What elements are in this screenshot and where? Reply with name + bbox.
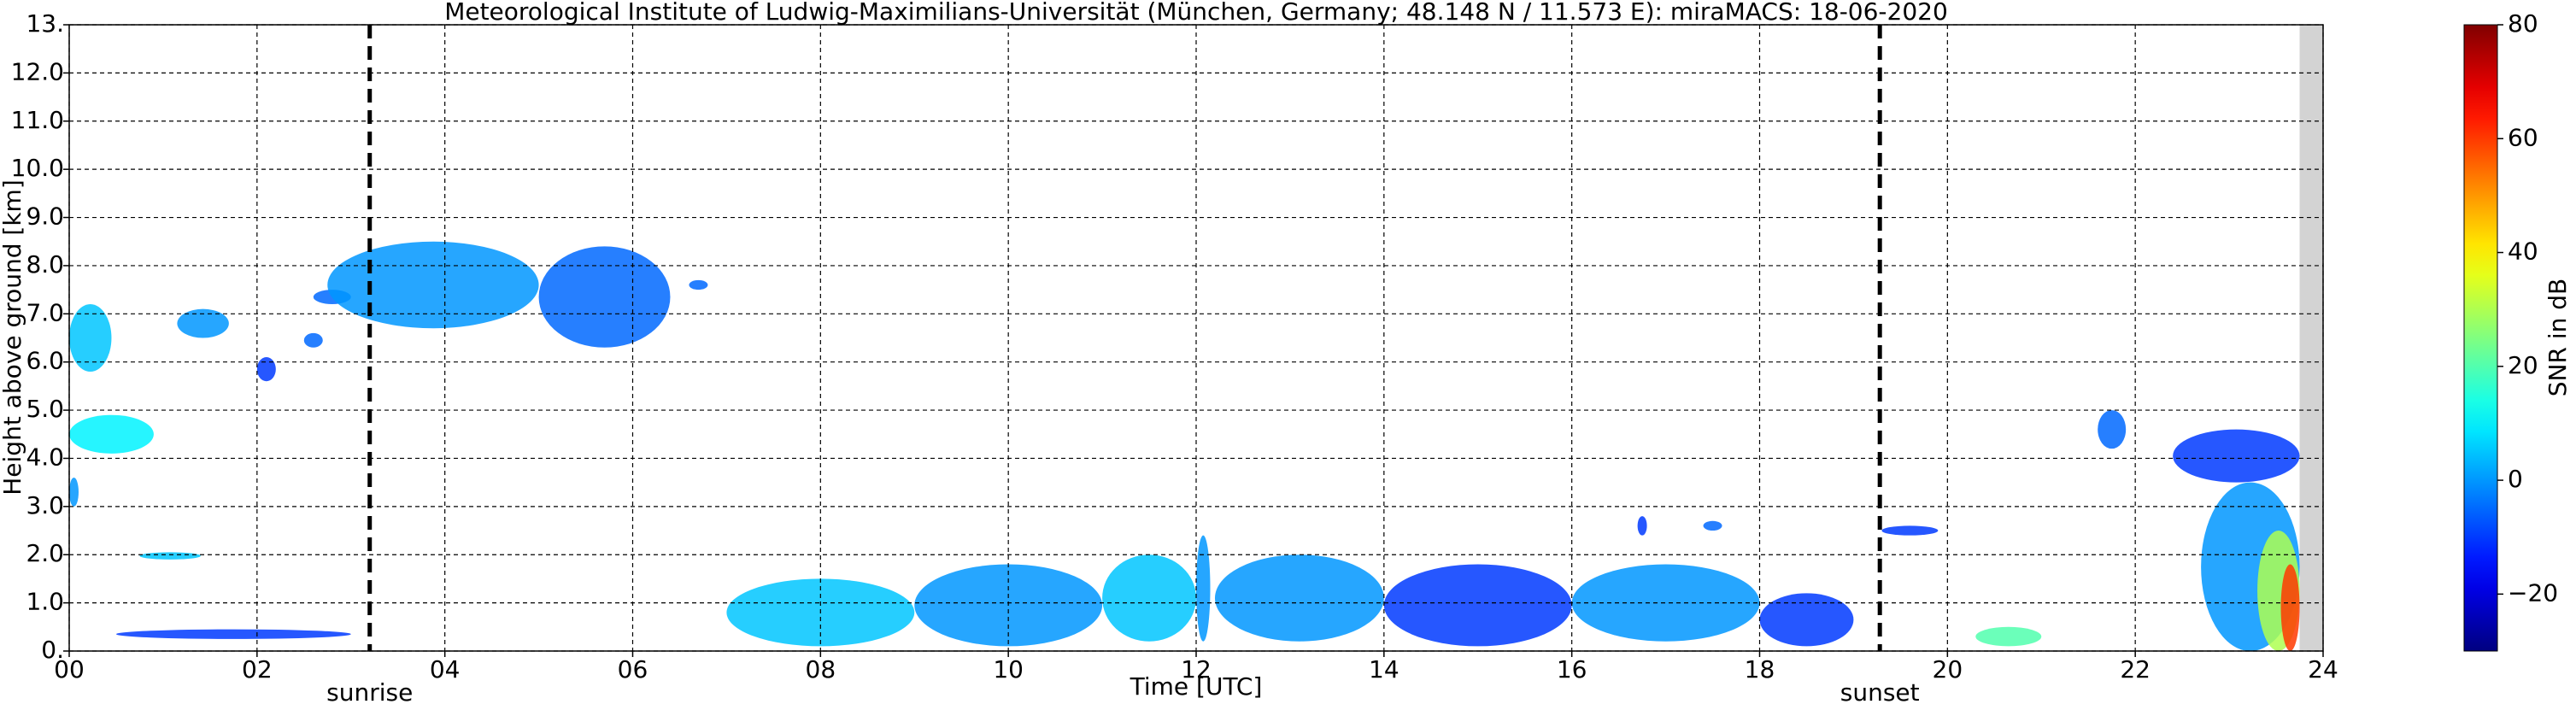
chart-title: Meteorological Institute of Ludwig-Maxim… (444, 0, 1948, 26)
x-tick-label: 24 (2308, 655, 2338, 683)
x-tick-label: 16 (1557, 655, 1587, 683)
y-tick-label: 2.0 (26, 539, 64, 567)
missing-data (2299, 25, 2323, 651)
colorbar-tick-label: −20 (2508, 578, 2558, 607)
echo (1383, 564, 1572, 647)
echo (69, 478, 79, 507)
echo (1102, 554, 1196, 642)
colorbar-tick-label: 0 (2508, 465, 2523, 493)
x-tick-label: 20 (1933, 655, 1963, 683)
colorbar-tick-label: 60 (2508, 123, 2538, 151)
echo (1975, 626, 2042, 647)
x-tick-label: 10 (993, 655, 1024, 683)
echo (2280, 564, 2300, 651)
echo (69, 304, 112, 372)
echo (1881, 525, 1939, 536)
echo (303, 332, 323, 348)
x-tick-label: 22 (2120, 655, 2151, 683)
x-tick-label: 08 (806, 655, 836, 683)
echo (1703, 520, 1722, 531)
echo (327, 241, 539, 329)
plot-area (68, 25, 2323, 651)
echo (139, 552, 201, 560)
y-tick-label: 11.0 (11, 106, 64, 134)
x-tick-label: 18 (1745, 655, 1775, 683)
x-tick-label: 04 (430, 655, 461, 683)
echo (256, 357, 276, 382)
y-tick-label: 7.0 (26, 298, 64, 326)
echo (2098, 410, 2127, 449)
echo (177, 308, 229, 338)
colorbar-tick-label: 40 (2508, 238, 2538, 266)
y-tick-label: 13. (26, 9, 64, 38)
x-axis-label: Time [UTC] (1130, 672, 1263, 701)
annotation-label: sunset (1840, 678, 1920, 704)
y-axis-label: Height above ground [km] (0, 179, 26, 496)
plot-background (69, 25, 2323, 651)
x-tick-label: 14 (1369, 655, 1399, 683)
echo (538, 246, 671, 348)
colorbar-tick-label: 80 (2508, 9, 2538, 38)
y-tick-label: 10.0 (11, 154, 64, 182)
y-tick-label: 4.0 (26, 443, 64, 471)
y-tick-label: 1.0 (26, 588, 64, 616)
x-tick-label: 12 (1181, 655, 1212, 683)
colorbar-label: SNR in dB (2544, 279, 2572, 396)
y-tick-label: 6.0 (26, 347, 64, 375)
echo (2173, 429, 2300, 483)
y-tick-label: 8.0 (26, 250, 64, 279)
echo (1637, 516, 1647, 536)
echo (1214, 554, 1384, 642)
y-tick-label: 3.0 (26, 491, 64, 519)
echo (1196, 535, 1211, 642)
echo (115, 629, 351, 639)
plot-frame (68, 24, 2324, 652)
echo (1571, 564, 1760, 642)
y-tick-label: 5.0 (26, 395, 64, 423)
x-tick-label: 06 (618, 655, 648, 683)
x-tick-label: 02 (242, 655, 273, 683)
y-tick-label: 12.0 (11, 57, 64, 85)
echo (68, 414, 154, 454)
colorbar-tick-label: 20 (2508, 351, 2538, 379)
colorbar (2463, 24, 2498, 652)
y-tick-label: 0. (41, 636, 64, 664)
x-tick-label: 00 (54, 655, 85, 683)
echo (1759, 593, 1854, 647)
echo (689, 279, 708, 290)
y-tick-label: 9.0 (26, 202, 64, 231)
annotation-label: sunrise (326, 678, 413, 704)
